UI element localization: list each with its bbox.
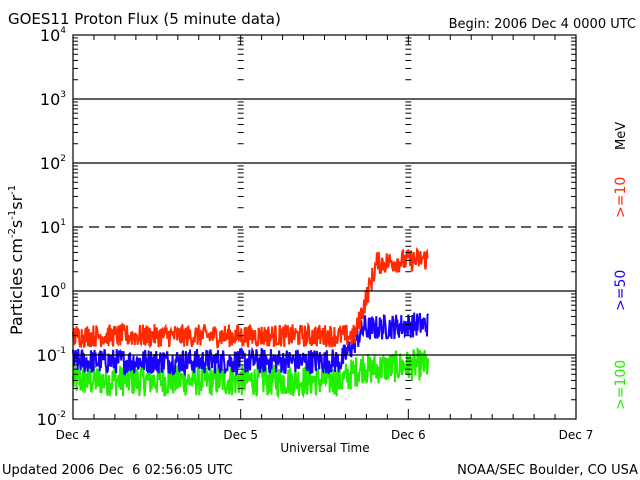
- y-tick-label-base: 10: [40, 218, 60, 237]
- y-tick-label-base: 10: [37, 410, 57, 429]
- begin-label: Begin: 2006 Dec 4 0000 UTC: [449, 17, 636, 32]
- chart-title: GOES11 Proton Flux (5 minute data): [8, 10, 281, 28]
- x-tick-label: Dec 7: [559, 428, 594, 442]
- series-line-ge100: [72, 346, 430, 400]
- y-tick-label: 10-1: [37, 346, 66, 365]
- legend-ge50: >=50: [613, 270, 629, 311]
- y-tick-label-exp: 0: [60, 282, 66, 292]
- y-tick-label-base: 10: [40, 282, 60, 301]
- x-tick-label: Dec 4: [56, 428, 91, 442]
- y-tick-label-exp: 3: [60, 90, 66, 100]
- y-tick-label-exp: -2: [57, 410, 66, 420]
- y-axis-label-sup2: -1: [7, 210, 18, 220]
- legend-unit: MeV: [614, 122, 629, 150]
- y-tick-label-exp: 2: [60, 154, 66, 164]
- y-tick-label: 102: [40, 154, 66, 173]
- y-tick-label-base: 10: [40, 90, 60, 109]
- series-line-ge10: [72, 246, 429, 349]
- updated-timestamp: Updated 2006 Dec 6 02:56:05 UTC: [2, 463, 233, 478]
- y-tick-label-base: 10: [40, 154, 60, 173]
- tick-layer: [72, 35, 577, 420]
- x-axis-label: Universal Time: [280, 441, 369, 455]
- y-axis-label-mid2: sr: [7, 194, 26, 209]
- y-axis-label-mid1: s: [7, 220, 26, 228]
- y-tick-label: 103: [40, 90, 66, 109]
- x-tick-labels: Dec 4 Dec 5 Dec 6 Dec 7: [56, 428, 594, 442]
- legend-ge100: >=100: [613, 360, 629, 410]
- y-tick-label-base: 10: [37, 346, 57, 365]
- x-tick-label: Dec 5: [223, 428, 258, 442]
- x-tick-label: Dec 6: [391, 428, 426, 442]
- series-line-ge50: [72, 312, 430, 378]
- y-axis-label-sup3: -1: [7, 185, 18, 195]
- y-tick-label-exp: 1: [60, 218, 66, 228]
- y-tick-label-exp: -1: [57, 346, 66, 356]
- y-axis-label-sup1: -2: [7, 228, 18, 238]
- y-tick-label: 10-2: [37, 410, 66, 429]
- series-layer: [72, 246, 430, 400]
- y-tick-label: 104: [40, 26, 66, 45]
- y-tick-label: 100: [40, 282, 66, 301]
- grid-layer: [73, 98, 576, 356]
- credit-label: NOAA/SEC Boulder, CO USA: [457, 463, 638, 478]
- y-axis-label: Particles cm-2s-1sr-1: [7, 185, 26, 335]
- y-tick-label-exp: 4: [60, 26, 66, 36]
- y-axis-label-base: Particles cm: [7, 238, 26, 335]
- y-tick-label-base: 10: [40, 26, 60, 45]
- legend-ge10: >=10: [613, 177, 629, 218]
- y-tick-label: 101: [40, 218, 66, 237]
